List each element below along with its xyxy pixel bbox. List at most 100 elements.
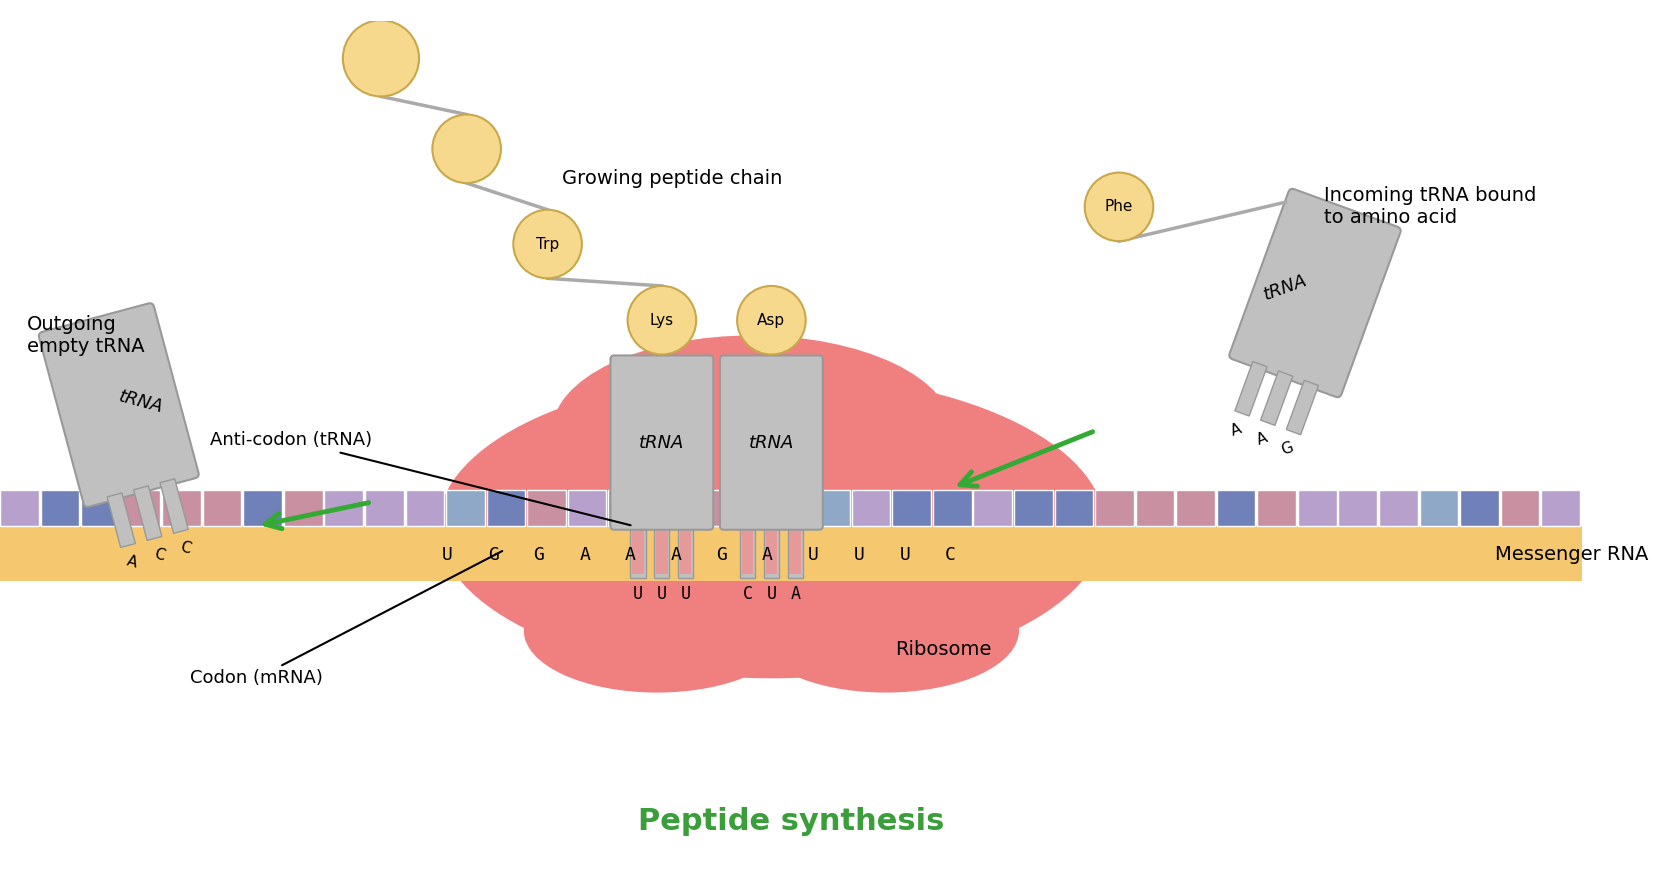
Text: A: A: [580, 546, 590, 564]
Text: A: A: [625, 546, 636, 564]
Bar: [766, 530, 777, 574]
Text: U: U: [633, 585, 643, 603]
FancyBboxPatch shape: [719, 356, 822, 530]
Ellipse shape: [553, 335, 952, 526]
Bar: [1541, 490, 1580, 526]
Bar: [811, 490, 850, 526]
Text: Peptide synthesis: Peptide synthesis: [638, 806, 943, 836]
Circle shape: [737, 286, 806, 355]
Text: Messenger RNA: Messenger RNA: [1495, 545, 1649, 564]
Text: Outgoing
empty tRNA: Outgoing empty tRNA: [27, 315, 145, 356]
Text: U: U: [442, 546, 453, 564]
Bar: [0, 490, 38, 526]
Bar: [40, 490, 80, 526]
Bar: [764, 526, 779, 579]
Bar: [679, 530, 691, 574]
Text: A: A: [762, 546, 772, 564]
Bar: [527, 490, 566, 526]
Circle shape: [513, 210, 581, 278]
Bar: [656, 530, 668, 574]
Bar: [244, 490, 282, 526]
Text: G: G: [488, 546, 498, 564]
Text: C: C: [945, 546, 955, 564]
Text: Lys: Lys: [649, 313, 674, 328]
Text: C: C: [151, 547, 166, 564]
Ellipse shape: [432, 115, 502, 183]
Text: Anti-codon (tRNA): Anti-codon (tRNA): [209, 431, 631, 525]
Bar: [159, 479, 188, 533]
Bar: [852, 490, 890, 526]
Bar: [81, 490, 120, 526]
Bar: [1502, 490, 1540, 526]
Text: Incoming tRNA bound
to amino acid: Incoming tRNA bound to amino acid: [1324, 187, 1536, 228]
Circle shape: [1085, 172, 1153, 241]
Text: Trp: Trp: [537, 236, 560, 252]
Bar: [405, 490, 443, 526]
Bar: [1460, 490, 1498, 526]
Text: A: A: [126, 554, 140, 571]
Ellipse shape: [439, 373, 1105, 678]
Text: Asp: Asp: [757, 313, 786, 328]
FancyBboxPatch shape: [38, 303, 199, 507]
Text: tRNA: tRNA: [1261, 272, 1311, 304]
Ellipse shape: [523, 569, 791, 693]
Text: A: A: [1254, 430, 1269, 448]
Bar: [771, 490, 809, 526]
Text: Codon (mRNA): Codon (mRNA): [191, 551, 502, 687]
Bar: [1234, 362, 1267, 416]
Bar: [742, 530, 754, 574]
Bar: [108, 493, 136, 548]
Bar: [789, 530, 801, 574]
Bar: [1286, 380, 1319, 435]
Bar: [731, 490, 769, 526]
Bar: [1013, 490, 1053, 526]
Bar: [1339, 490, 1377, 526]
Bar: [678, 526, 693, 579]
Text: Phe: Phe: [1105, 199, 1133, 214]
Circle shape: [628, 286, 696, 355]
Bar: [163, 490, 201, 526]
Bar: [203, 490, 241, 526]
Text: U: U: [854, 546, 864, 564]
Text: U: U: [681, 585, 691, 603]
Bar: [608, 490, 648, 526]
Bar: [739, 526, 756, 579]
Bar: [892, 490, 930, 526]
Bar: [1095, 490, 1134, 526]
Ellipse shape: [342, 20, 419, 96]
Text: C: C: [178, 540, 193, 557]
Text: tRNA: tRNA: [116, 388, 164, 417]
Bar: [487, 490, 525, 526]
FancyBboxPatch shape: [611, 356, 713, 530]
Text: A: A: [791, 585, 801, 603]
Bar: [973, 490, 1012, 526]
Text: U: U: [807, 546, 819, 564]
Bar: [365, 490, 404, 526]
Text: U: U: [766, 585, 776, 603]
Text: A: A: [1229, 420, 1244, 438]
Bar: [1257, 490, 1296, 526]
Text: Ribosome: Ribosome: [895, 640, 992, 660]
Bar: [654, 526, 669, 579]
Bar: [324, 490, 364, 526]
Bar: [568, 490, 606, 526]
Bar: [1176, 490, 1214, 526]
Bar: [0, 526, 1581, 581]
Text: Growing peptide chain: Growing peptide chain: [561, 169, 782, 188]
Bar: [1136, 490, 1174, 526]
FancyBboxPatch shape: [1229, 188, 1400, 397]
Bar: [1297, 490, 1337, 526]
Bar: [1379, 490, 1418, 526]
Bar: [633, 530, 644, 574]
Text: C: C: [742, 585, 752, 603]
Bar: [447, 490, 485, 526]
Bar: [1420, 490, 1458, 526]
Text: G: G: [716, 546, 728, 564]
Bar: [1055, 490, 1093, 526]
Text: G: G: [1279, 439, 1296, 457]
Bar: [649, 490, 688, 526]
Text: tRNA: tRNA: [749, 434, 794, 452]
Bar: [1218, 490, 1256, 526]
Bar: [284, 490, 322, 526]
Text: A: A: [671, 546, 681, 564]
